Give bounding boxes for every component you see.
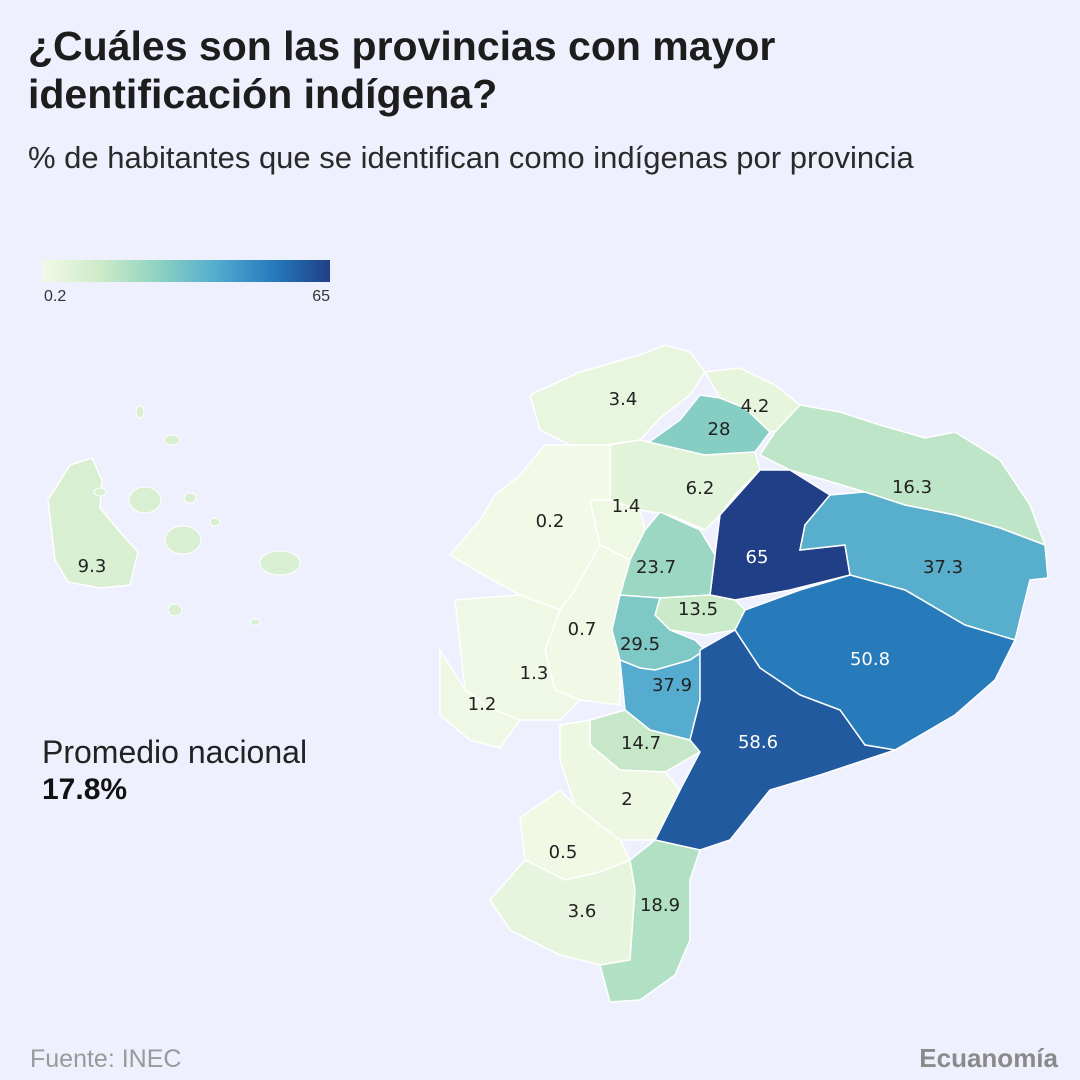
province-value-label: 0.7 (568, 619, 597, 640)
brand-logo: Ecuanomía (919, 1043, 1058, 1073)
galapagos-islet (259, 550, 301, 576)
province-value-label: 2 (621, 789, 632, 810)
province-value-label: 9.3 (78, 556, 107, 577)
province-value-label: 6.2 (686, 478, 715, 499)
galapagos-islet (167, 603, 183, 617)
legend-gradient-bar (42, 260, 330, 282)
color-legend: 0.2 65 (42, 260, 330, 305)
chart-title: ¿Cuáles son las provincias con mayor ide… (28, 23, 776, 117)
galapagos-islet (163, 434, 181, 446)
province-value-label: 0.5 (549, 842, 578, 863)
province-value-label: 65 (746, 547, 769, 568)
province-value-label: 16.3 (892, 477, 932, 498)
province-value-label: 13.5 (678, 599, 718, 620)
province-value-label: 1.4 (612, 496, 641, 517)
national-average: Promedio nacional 17.8% (42, 734, 307, 807)
province-region-9.3[interactable] (47, 457, 139, 589)
province-value-label: 37.3 (923, 557, 963, 578)
province-value-label: 4.2 (741, 396, 770, 417)
province-region-2[interactable] (559, 719, 681, 841)
galapagos-islet (209, 517, 221, 527)
province-region-58.6[interactable] (653, 628, 896, 851)
province-value-label: 37.9 (652, 675, 692, 696)
province-value-label: 3.4 (609, 389, 638, 410)
galapagos-islet (183, 492, 197, 504)
legend-min-label: 0.2 (44, 288, 67, 305)
galapagos-islet (249, 618, 261, 626)
galapagos-islet (135, 405, 145, 419)
province-value-label: 28 (708, 419, 731, 440)
province-region-1.2[interactable] (439, 647, 522, 749)
legend-max-label: 65 (312, 288, 330, 305)
national-average-value: 17.8% (42, 773, 128, 806)
province-value-label: 23.7 (636, 557, 676, 578)
province-value-label: 18.9 (640, 895, 680, 916)
province-value-label: 58.6 (738, 732, 778, 753)
province-value-label: 1.2 (468, 694, 497, 715)
galapagos-islet (93, 487, 107, 497)
province-value-label: 0.2 (536, 511, 565, 532)
source-note: Fuente: INEC (30, 1045, 182, 1073)
galapagos-islet (128, 486, 162, 514)
province-value-label: 1.3 (520, 663, 549, 684)
galapagos-islet (164, 525, 202, 555)
province-value-label: 3.6 (568, 901, 597, 922)
chart-subtitle: % de habitantes que se identifican como … (28, 140, 914, 175)
national-average-label: Promedio nacional (42, 734, 308, 770)
province-value-label: 50.8 (850, 649, 890, 670)
province-value-label: 29.5 (620, 634, 660, 655)
province-value-label: 14.7 (621, 733, 661, 754)
province-region-18.9[interactable] (599, 839, 701, 1003)
